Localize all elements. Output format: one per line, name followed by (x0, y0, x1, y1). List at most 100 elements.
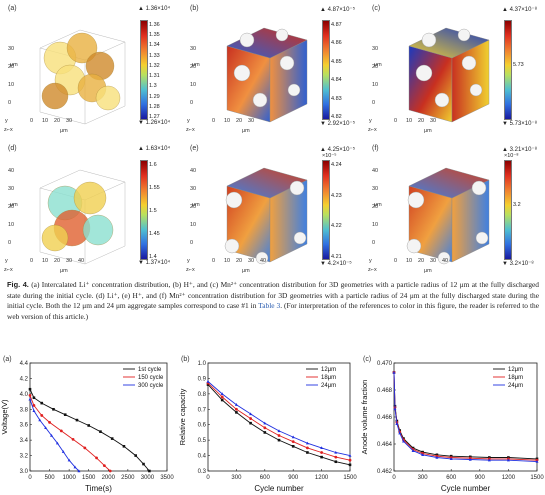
chart-b-svg: (b) 0 300 600 900 1200 1500 0.3 0.4 0.5 0.6 0.7 0.8 0… (178, 356, 357, 493)
particle-sphere (41, 224, 69, 252)
panel-label: (c) (363, 356, 371, 363)
caption-label: Fig. 4. (7, 280, 29, 289)
colorbar-tick: 1.35 (149, 32, 160, 39)
y-tick-label: 4.0 (20, 392, 29, 398)
data-point (59, 429, 63, 433)
colorbar-max-label: ▲ 4.25×10⁻⁵ (320, 147, 356, 153)
axis-triad-zx: z⌐x (186, 267, 195, 273)
legend-entry: 300 cycle (138, 383, 164, 389)
colorbar-min-label: ▼ 2.92×10⁻⁵ (320, 121, 356, 127)
data-point (52, 407, 55, 411)
y-tick-label: 0.9 (198, 376, 207, 382)
y-axis-label: Anode volume fraction (360, 380, 369, 455)
colorbar-tick: 4.84 (331, 77, 342, 84)
data-point (55, 441, 59, 445)
data-point (263, 426, 267, 430)
axis-unit-label: μm (374, 62, 382, 68)
x-axis-tick: 10 (224, 258, 231, 264)
colorbar (140, 160, 148, 260)
simulation-3d-render (408, 27, 490, 123)
colorbar-tick: 4.22 (331, 223, 342, 230)
z-axis-tick: 0 (190, 240, 194, 246)
y-tick-label: 4.4 (20, 361, 29, 367)
data-point (449, 457, 453, 461)
z-axis-tick: 30 (8, 46, 15, 52)
x-tick-label: 0 (392, 475, 396, 481)
pore-hole (279, 55, 295, 71)
data-point (95, 456, 98, 460)
z-axis-tick: 20 (372, 64, 379, 70)
data-point (40, 414, 44, 417)
y-tick-label: 0.5 (198, 438, 207, 444)
colorbar-tick: 1.4 (149, 254, 157, 260)
series-line-150-cycle (29, 395, 111, 472)
series-line-300-cycle (29, 399, 80, 472)
data-point (277, 434, 281, 437)
colorbar-tick: 4.24 (331, 162, 342, 168)
particle-sphere (73, 181, 107, 215)
x-tick-label: 300 (418, 475, 429, 481)
x-axis-tick: 40 (260, 258, 267, 264)
panel-letter: (d) (8, 145, 17, 152)
x-axis-tick: 20 (418, 118, 425, 124)
colorbar-max-label: ▲ 1.36×10⁴ (138, 6, 171, 12)
particle-sphere (95, 85, 121, 111)
x-axis-tick: 0 (212, 118, 216, 124)
axis-triad-y: y (369, 118, 372, 124)
colorbar-tick: 4.85 (331, 58, 342, 65)
data-point (61, 450, 65, 453)
legend-entry: 18μm (321, 375, 336, 381)
chart-c-svg: (c) 0 300 600 900 1200 1500 0.462 0.464 0.466 0.46… (360, 356, 544, 493)
colorbar-tick: 4.86 (331, 40, 342, 47)
z-axis-tick: 10 (372, 82, 379, 88)
colorbar-min-label: ▼ 5.73×10⁻⁸ (502, 121, 538, 127)
data-point (263, 421, 267, 425)
axis-unit-label: μm (424, 268, 432, 274)
pore-hole (471, 180, 487, 196)
data-point (220, 398, 224, 402)
data-point (435, 455, 439, 459)
x-tick-label: 2500 (121, 475, 135, 481)
z-axis-tick: 10 (8, 82, 15, 88)
colorbar-min-label: ▼ 3.2×10⁻⁸ (502, 261, 534, 267)
x-tick-label: 300 (231, 475, 242, 481)
x-axis-tick: 10 (42, 118, 49, 124)
pore-hole (406, 238, 422, 254)
axis-unit-label: μm (60, 128, 68, 134)
data-point (122, 445, 126, 448)
x-tick-label: 1500 (343, 475, 357, 481)
x-axis-tick: 30 (430, 118, 437, 124)
data-point (67, 458, 71, 462)
data-point (320, 455, 323, 459)
cube-front-face (226, 45, 271, 123)
data-point (305, 441, 309, 445)
axis-unit-label: μm (10, 202, 18, 208)
colorbar-tick: 1.55 (149, 185, 160, 191)
chart-a-svg: (a) 0 500 1000 1500 2000 2500 3000 3500 3.0 3.2 3.4… (0, 356, 174, 493)
colorbar (322, 160, 330, 260)
data-point (75, 418, 79, 422)
colorbar-tick: 1.6 (149, 162, 157, 168)
z-axis-tick: 0 (190, 100, 194, 106)
colorbar (140, 20, 148, 120)
colorbar-min-label: ▼ 1.37×10⁴ (138, 260, 171, 266)
data-point (348, 463, 352, 467)
x-axis-label: Time(s) (85, 484, 112, 493)
pore-hole (469, 83, 483, 97)
x-axis-tick: 10 (42, 258, 49, 264)
z-axis-tick: 30 (8, 186, 15, 192)
x-axis-tick: 30 (248, 118, 255, 124)
colorbar-max-label: ▲ 4.37×10⁻⁸ (502, 7, 538, 13)
y-tick-label: 3.4 (20, 438, 29, 444)
data-point (393, 407, 397, 411)
data-point (535, 459, 539, 463)
data-point (28, 397, 32, 401)
z-axis-tick: 40 (190, 168, 197, 174)
y-tick-label: 0.8 (198, 392, 207, 398)
x-axis-tick: 30 (248, 258, 255, 264)
colorbar-max-label: ▲ 4.87×10⁻⁵ (320, 7, 356, 13)
colorbar-tick: 1.34 (149, 42, 160, 49)
data-point (348, 458, 352, 462)
table-3-link[interactable]: Table 3 (258, 301, 281, 311)
data-point (334, 460, 338, 464)
